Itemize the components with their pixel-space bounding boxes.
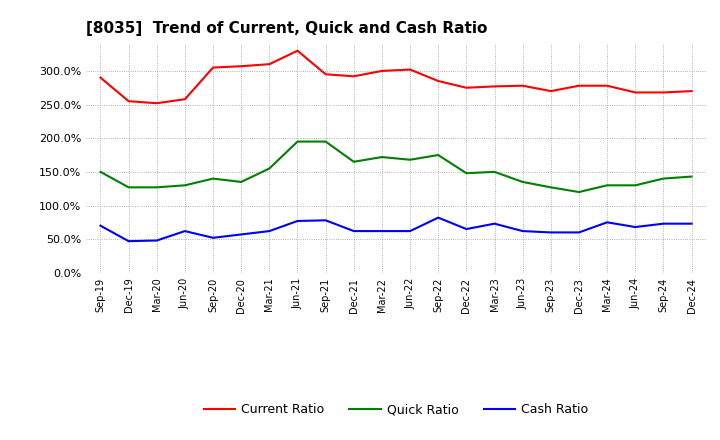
Current Ratio — [603, 83, 611, 88]
Cash Ratio — [349, 228, 358, 234]
Current Ratio — [546, 88, 555, 94]
Cash Ratio — [659, 221, 667, 226]
Current Ratio — [181, 96, 189, 102]
Current Ratio — [687, 88, 696, 94]
Legend: Current Ratio, Quick Ratio, Cash Ratio: Current Ratio, Quick Ratio, Cash Ratio — [199, 398, 593, 421]
Current Ratio — [631, 90, 639, 95]
Quick Ratio — [349, 159, 358, 165]
Current Ratio — [237, 63, 246, 69]
Cash Ratio — [181, 228, 189, 234]
Quick Ratio — [181, 183, 189, 188]
Quick Ratio — [462, 171, 471, 176]
Current Ratio — [321, 72, 330, 77]
Line: Current Ratio: Current Ratio — [101, 51, 691, 103]
Quick Ratio — [406, 157, 415, 162]
Cash Ratio — [237, 232, 246, 237]
Quick Ratio — [687, 174, 696, 179]
Quick Ratio — [293, 139, 302, 144]
Current Ratio — [293, 48, 302, 53]
Current Ratio — [406, 67, 415, 72]
Quick Ratio — [125, 185, 133, 190]
Current Ratio — [153, 101, 161, 106]
Line: Quick Ratio: Quick Ratio — [101, 142, 691, 192]
Cash Ratio — [518, 228, 527, 234]
Quick Ratio — [377, 154, 386, 160]
Cash Ratio — [406, 228, 415, 234]
Quick Ratio — [518, 180, 527, 185]
Quick Ratio — [96, 169, 105, 175]
Quick Ratio — [659, 176, 667, 181]
Quick Ratio — [153, 185, 161, 190]
Quick Ratio — [321, 139, 330, 144]
Quick Ratio — [237, 180, 246, 185]
Cash Ratio — [603, 220, 611, 225]
Current Ratio — [349, 73, 358, 79]
Current Ratio — [96, 75, 105, 80]
Cash Ratio — [546, 230, 555, 235]
Cash Ratio — [687, 221, 696, 226]
Line: Cash Ratio: Cash Ratio — [101, 218, 691, 241]
Quick Ratio — [265, 166, 274, 171]
Quick Ratio — [490, 169, 499, 175]
Current Ratio — [209, 65, 217, 70]
Quick Ratio — [209, 176, 217, 181]
Current Ratio — [575, 83, 583, 88]
Cash Ratio — [321, 218, 330, 223]
Current Ratio — [125, 99, 133, 104]
Current Ratio — [377, 68, 386, 73]
Current Ratio — [462, 85, 471, 90]
Quick Ratio — [575, 189, 583, 194]
Cash Ratio — [153, 238, 161, 243]
Cash Ratio — [125, 238, 133, 244]
Cash Ratio — [209, 235, 217, 240]
Quick Ratio — [631, 183, 639, 188]
Current Ratio — [518, 83, 527, 88]
Quick Ratio — [546, 185, 555, 190]
Cash Ratio — [462, 227, 471, 232]
Cash Ratio — [490, 221, 499, 226]
Current Ratio — [659, 90, 667, 95]
Current Ratio — [490, 84, 499, 89]
Text: [8035]  Trend of Current, Quick and Cash Ratio: [8035] Trend of Current, Quick and Cash … — [86, 21, 487, 36]
Cash Ratio — [631, 224, 639, 230]
Cash Ratio — [434, 215, 443, 220]
Quick Ratio — [603, 183, 611, 188]
Quick Ratio — [434, 152, 443, 158]
Cash Ratio — [575, 230, 583, 235]
Cash Ratio — [377, 228, 386, 234]
Cash Ratio — [96, 223, 105, 228]
Cash Ratio — [265, 228, 274, 234]
Cash Ratio — [293, 218, 302, 224]
Current Ratio — [265, 62, 274, 67]
Current Ratio — [434, 78, 443, 84]
